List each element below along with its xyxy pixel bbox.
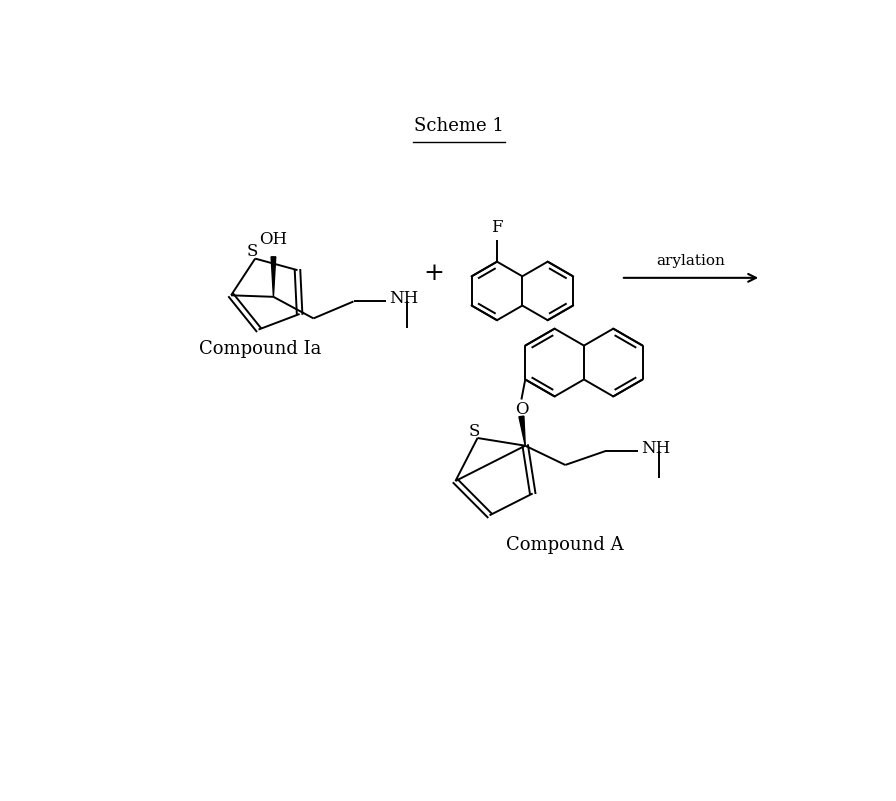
Text: S: S xyxy=(469,423,479,440)
Text: O: O xyxy=(514,401,528,418)
Text: +: + xyxy=(423,263,444,285)
Text: OH: OH xyxy=(259,231,288,248)
Polygon shape xyxy=(519,416,525,445)
Text: NH: NH xyxy=(389,290,418,307)
Text: arylation: arylation xyxy=(657,254,726,268)
Polygon shape xyxy=(271,257,276,297)
Text: Compound Ia: Compound Ia xyxy=(199,340,322,359)
Text: Scheme 1: Scheme 1 xyxy=(414,117,504,135)
Text: NH: NH xyxy=(641,440,670,457)
Text: Compound A: Compound A xyxy=(506,536,624,554)
Text: F: F xyxy=(491,219,503,236)
Text: S: S xyxy=(246,243,258,260)
